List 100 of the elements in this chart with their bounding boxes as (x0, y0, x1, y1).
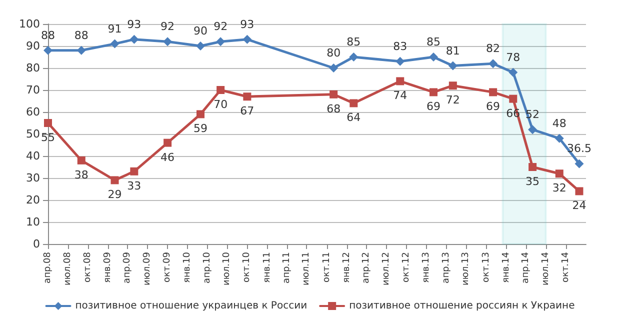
data-label: 83 (393, 40, 408, 53)
x-tick-label: апр.14 (521, 252, 532, 284)
data-label: 85 (346, 36, 361, 48)
x-tick-label: окт.12 (402, 252, 412, 282)
x-tick-label: апр.08 (43, 252, 53, 284)
data-label: 48 (552, 116, 566, 130)
data-label: 92 (160, 20, 175, 34)
x-tick-label: окт.08 (82, 252, 93, 282)
y-tick-label: 20 (26, 194, 40, 206)
x-tick-label: июл.12 (382, 252, 392, 286)
point (44, 46, 52, 55)
point (396, 77, 404, 86)
y-tick-label: 70 (26, 84, 40, 96)
data-label: 70 (214, 98, 228, 111)
x-tick-label: июл.10 (222, 252, 232, 286)
data-label: 88 (74, 28, 88, 42)
point (574, 159, 584, 168)
data-label: 64 (346, 111, 361, 124)
data-label: 38 (74, 168, 88, 182)
x-tick-label: июл.08 (62, 252, 73, 286)
x-tick-label: апр.09 (122, 252, 133, 284)
point (216, 37, 226, 46)
x-tick-label: окт.14 (560, 252, 571, 282)
point (164, 138, 172, 147)
data-label: 91 (108, 22, 122, 36)
data-label: 46 (160, 150, 175, 164)
y-tick-label: 30 (26, 172, 40, 184)
data-label: 67 (240, 104, 254, 118)
point (330, 90, 338, 98)
data-label: 24 (572, 199, 586, 212)
point (489, 88, 498, 96)
x-tick-label: июл.14 (540, 252, 551, 286)
x-tick-label: окт.09 (162, 252, 173, 282)
point (216, 86, 225, 94)
point (528, 125, 538, 134)
point (243, 92, 252, 101)
point (528, 163, 537, 171)
x-tick-label: апр.10 (202, 252, 212, 284)
y-tick-label: 100 (19, 18, 40, 30)
point (448, 82, 457, 90)
point (329, 64, 338, 72)
x-tick-label: янв.14 (501, 252, 512, 283)
point (555, 170, 564, 178)
y-tick-label: 40 (26, 150, 40, 162)
x-tick-label: июл.09 (142, 252, 152, 286)
data-label: 68 (326, 102, 341, 116)
point (130, 34, 139, 44)
point (396, 56, 405, 66)
data-label: 81 (446, 44, 460, 58)
x-tick-label: апр.13 (441, 252, 452, 284)
data-label: 85 (426, 36, 440, 48)
point (242, 34, 252, 44)
point (110, 39, 120, 48)
x-tick-label: апр.11 (282, 252, 292, 284)
data-label: 29 (108, 188, 122, 202)
point (508, 68, 518, 77)
x-tick-label: окт.10 (242, 252, 252, 282)
point (163, 37, 172, 46)
legend-label: позитивное отношение россиян к Украине (349, 300, 575, 312)
point (196, 110, 204, 118)
x-tick-label: окт.13 (481, 252, 492, 282)
y-tick-label: 50 (26, 128, 40, 140)
x-tick-label: янв.13 (422, 252, 432, 283)
x-tick-label: июл.11 (302, 252, 312, 286)
x-tick-label: янв.10 (182, 252, 193, 283)
point (554, 134, 564, 143)
x-tick-label: янв.09 (102, 252, 113, 283)
point (350, 99, 358, 108)
x-tick-label: янв.12 (342, 252, 352, 283)
legend-label: позитивное отношение украинцев к России (75, 300, 308, 312)
point (196, 42, 205, 50)
point (77, 156, 86, 164)
point (44, 119, 52, 127)
data-label: 69 (426, 100, 440, 114)
point (349, 52, 358, 62)
x-tick-label: июл.13 (461, 252, 472, 286)
point (130, 167, 138, 176)
data-label: 59 (194, 122, 208, 136)
data-label: 35 (526, 175, 540, 188)
data-label: 92 (214, 20, 228, 34)
y-tick-label: 10 (26, 216, 40, 228)
data-label: 93 (127, 18, 142, 31)
data-label: 74 (393, 89, 408, 102)
point (429, 52, 438, 62)
data-label: 69 (486, 100, 500, 114)
data-label: 78 (506, 50, 520, 64)
point (488, 59, 498, 68)
data-label: 33 (127, 179, 142, 192)
data-label: 82 (486, 42, 500, 56)
y-tick-label: 80 (26, 62, 40, 74)
data-label: 80 (326, 46, 341, 60)
y-tick-label: 90 (26, 40, 40, 52)
x-tick-label: апр.12 (362, 252, 372, 284)
data-label: 32 (552, 182, 566, 195)
x-tick-label: окт.11 (322, 252, 332, 282)
x-tick-label: янв.11 (262, 252, 272, 283)
y-tick-label: 0 (33, 238, 40, 250)
data-label: 72 (446, 94, 460, 107)
data-label: 93 (240, 18, 254, 31)
point (76, 46, 86, 55)
